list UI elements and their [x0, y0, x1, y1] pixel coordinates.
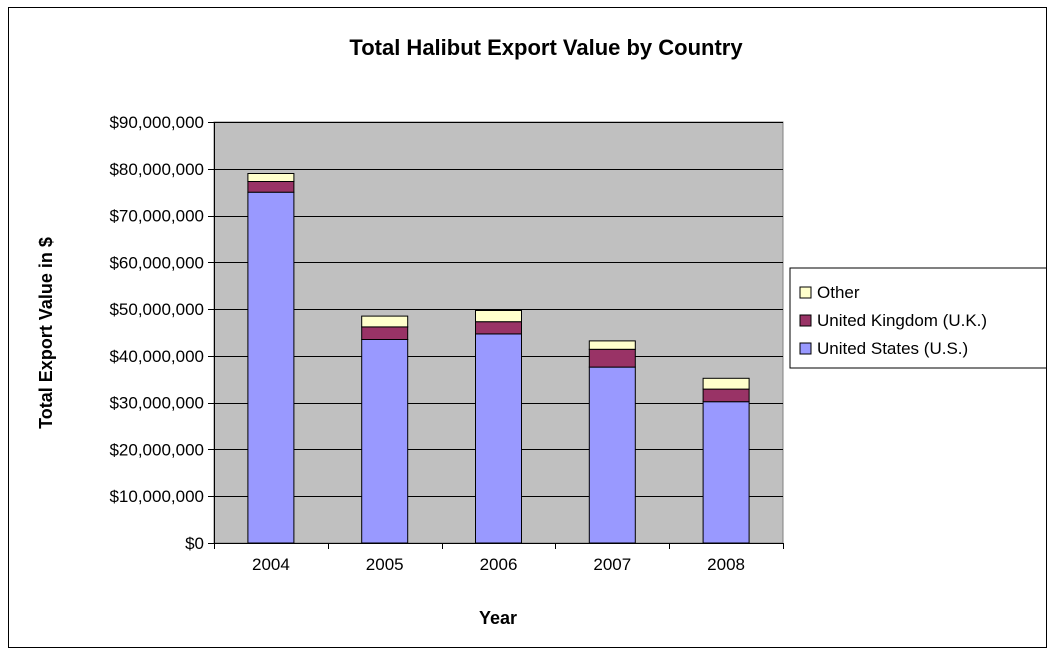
bar-segment	[247, 173, 295, 182]
gridlines	[214, 122, 783, 497]
bars	[247, 173, 750, 544]
bar-segment	[361, 326, 409, 340]
chart-svg: Total Halibut Export Value by Country $0…	[36, 35, 1046, 628]
legend-label: United States (U.S.)	[817, 339, 968, 358]
legend: Other United Kingdom (U.K.) United States …	[789, 267, 1046, 369]
y-tick-label: $20,000,000	[109, 440, 204, 459]
y-tick-label: $80,000,000	[109, 160, 204, 179]
x-tick-label: 2007	[593, 555, 631, 574]
legend-box	[789, 267, 1046, 369]
y-tick-label: $60,000,000	[109, 253, 204, 272]
legend-swatch	[799, 342, 812, 355]
bar-segment	[475, 310, 522, 323]
y-tick-label: $70,000,000	[109, 207, 204, 226]
bar-segment	[702, 377, 750, 390]
bar-segment	[247, 180, 295, 193]
bar-segment	[702, 388, 750, 403]
chart-frame: Total Halibut Export Value by Country $0…	[8, 7, 1047, 648]
y-tick-label: $90,000,000	[109, 113, 204, 132]
y-tick-label: $30,000,000	[109, 394, 204, 413]
legend-swatch	[799, 286, 812, 299]
x-tick-label: 2004	[252, 555, 290, 574]
legend-label: Other	[817, 283, 860, 302]
x-axis-title: Year	[479, 608, 517, 628]
x-tick-label: 2005	[366, 555, 404, 574]
bar-segment	[361, 315, 409, 328]
x-tick-labels: 2004 2005 2006 2007 2008	[252, 555, 745, 574]
bar-segment	[588, 340, 636, 350]
bar-segment	[247, 191, 295, 544]
bar-segment	[588, 348, 636, 368]
x-tick-label: 2006	[480, 555, 518, 574]
y-tick-label: $50,000,000	[109, 300, 204, 319]
bar-segment	[588, 366, 636, 544]
x-tick-label: 2008	[707, 555, 745, 574]
legend-swatch	[799, 314, 812, 327]
y-tick-label: $10,000,000	[109, 487, 204, 506]
bar-segment	[702, 401, 750, 544]
bar-segment	[361, 339, 409, 544]
axes	[208, 122, 784, 549]
legend-label: United Kingdom (U.K.)	[817, 311, 987, 330]
bar-segment	[475, 321, 522, 335]
y-tick-label: $0	[185, 534, 204, 553]
y-tick-labels: $0 $10,000,000 $20,000,000 $30,000,000 $40,0…	[109, 113, 204, 553]
bar-segment	[475, 333, 522, 544]
y-axis-title: Total Export Value in $	[36, 237, 56, 429]
y-tick-label: $40,000,000	[109, 347, 204, 366]
chart-title: Total Halibut Export Value by Country	[349, 35, 743, 60]
